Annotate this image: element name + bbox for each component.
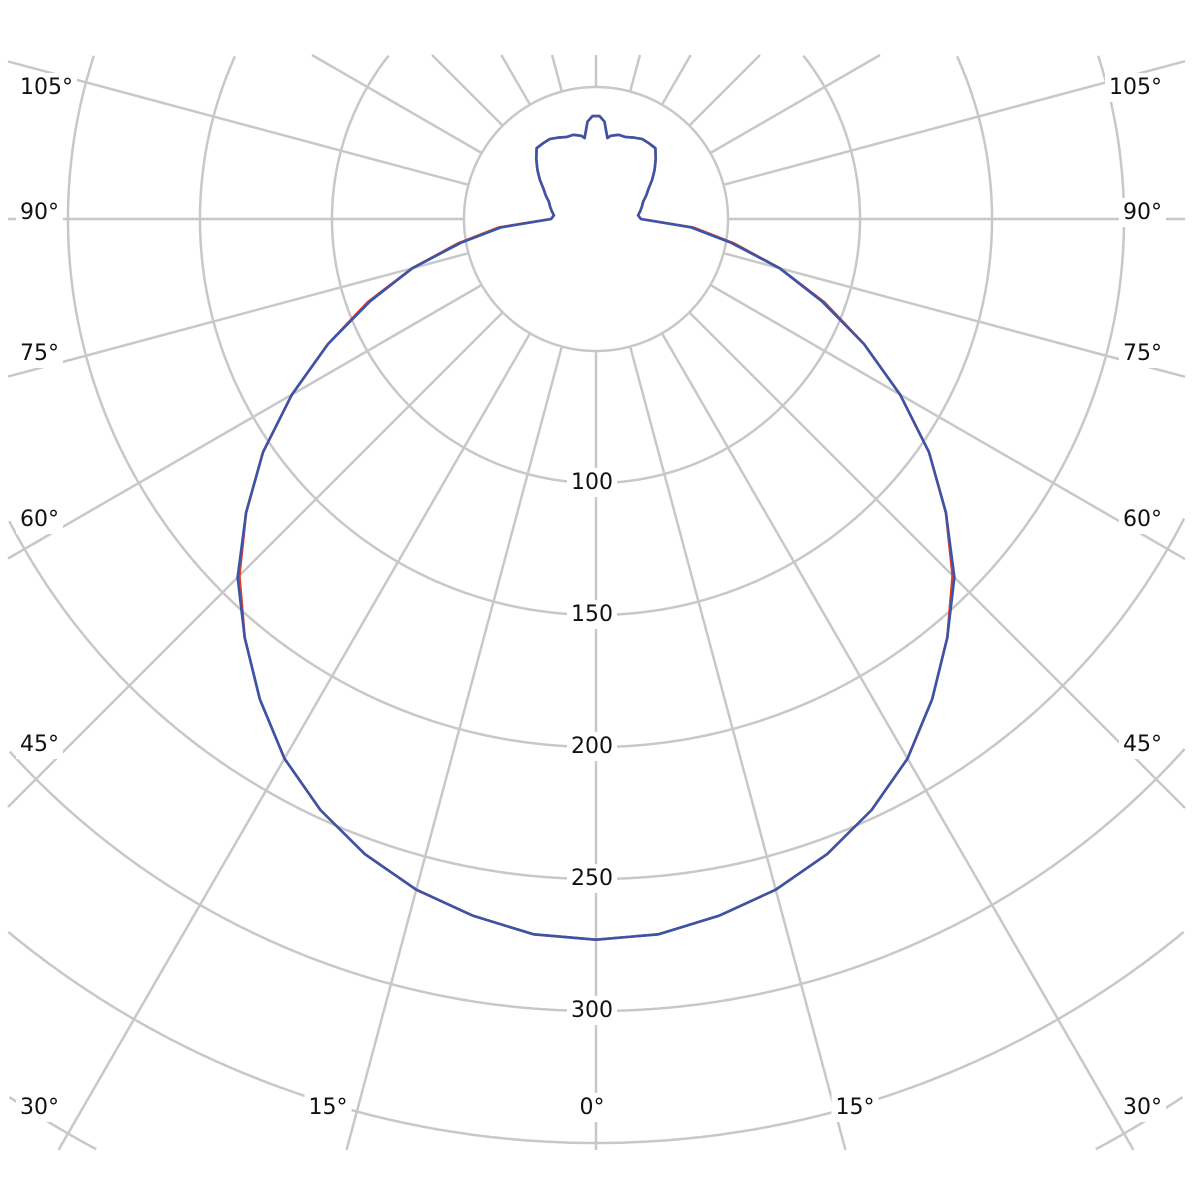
grid-spoke xyxy=(688,54,761,127)
angle-label-left: 45° xyxy=(20,732,59,757)
grid-spoke xyxy=(500,54,532,106)
grid-spoke xyxy=(431,54,504,127)
grid-spoke xyxy=(660,54,692,106)
labels: 100 150 200 250 300 105° 105° 90° 90° 75° 75° 60° 60… xyxy=(16,73,1166,1122)
grid-circle-350 xyxy=(7,931,1185,1145)
radial-tick-label: 150 xyxy=(571,602,613,627)
label-background xyxy=(16,339,63,368)
radial-tick-label: 100 xyxy=(571,470,613,495)
radial-tick-label: 250 xyxy=(571,866,613,891)
grid-spoke xyxy=(7,311,504,808)
grid-spoke xyxy=(7,60,469,187)
grid-spoke xyxy=(723,251,1186,379)
label-background xyxy=(575,1093,609,1122)
angle-label-left: 15° xyxy=(309,1095,348,1120)
label-background xyxy=(567,600,617,629)
angle-label-right: 60° xyxy=(1123,507,1162,532)
grid-spoke xyxy=(628,54,642,92)
label-background xyxy=(567,732,617,761)
label-background xyxy=(1105,73,1166,102)
label-background xyxy=(304,1093,352,1122)
label-background xyxy=(16,505,63,534)
grid-spoke xyxy=(311,53,483,155)
label-background xyxy=(567,468,617,497)
label-background xyxy=(567,996,617,1025)
radial-tick-label: 300 xyxy=(571,998,613,1023)
angle-label-right: 30° xyxy=(1123,1095,1162,1120)
grid-spoke xyxy=(345,346,564,1151)
grid-spoke xyxy=(660,332,1135,1151)
grid-spoke xyxy=(628,346,847,1151)
grid-spoke xyxy=(7,251,469,378)
label-background xyxy=(1119,198,1166,227)
label-background xyxy=(1119,505,1166,534)
grid-spoke xyxy=(709,53,881,155)
grid-circle-250 xyxy=(8,518,1186,881)
grid-spoke xyxy=(709,283,1186,561)
label-background xyxy=(1119,730,1166,759)
curves xyxy=(236,114,956,941)
angle-label-left: 90° xyxy=(20,200,59,225)
grid-spoke xyxy=(688,311,1186,809)
label-background xyxy=(1119,339,1166,368)
grid-spoke xyxy=(57,332,532,1151)
label-background xyxy=(16,1093,63,1122)
angle-label-right: 45° xyxy=(1123,732,1162,757)
grid-circle-100 xyxy=(330,54,862,485)
angle-label-left: 30° xyxy=(20,1095,59,1120)
grid-circle-50 xyxy=(462,85,730,353)
angle-label-right: 75° xyxy=(1123,341,1162,366)
label-background xyxy=(16,198,63,227)
angle-label-right: 90° xyxy=(1123,200,1162,225)
label-background xyxy=(16,73,77,102)
label-background xyxy=(831,1093,879,1122)
label-background xyxy=(16,730,63,759)
angle-label-left: 60° xyxy=(20,507,59,532)
label-background xyxy=(1119,1093,1166,1122)
angle-label-left: 75° xyxy=(20,341,59,366)
angle-label-bottom: 0° xyxy=(580,1095,605,1120)
series-curve-1 xyxy=(236,114,956,941)
radial-tick-label: 200 xyxy=(571,734,613,759)
label-background xyxy=(567,864,617,893)
angle-label-right: 105° xyxy=(1109,75,1162,100)
grid-spoke xyxy=(7,283,483,560)
angle-label-left: 105° xyxy=(20,75,73,100)
grid-circle-300 xyxy=(8,748,1186,1013)
angle-label-right: 15° xyxy=(836,1095,875,1120)
grid-spoke xyxy=(550,54,564,92)
grid-circle-150 xyxy=(198,55,994,617)
